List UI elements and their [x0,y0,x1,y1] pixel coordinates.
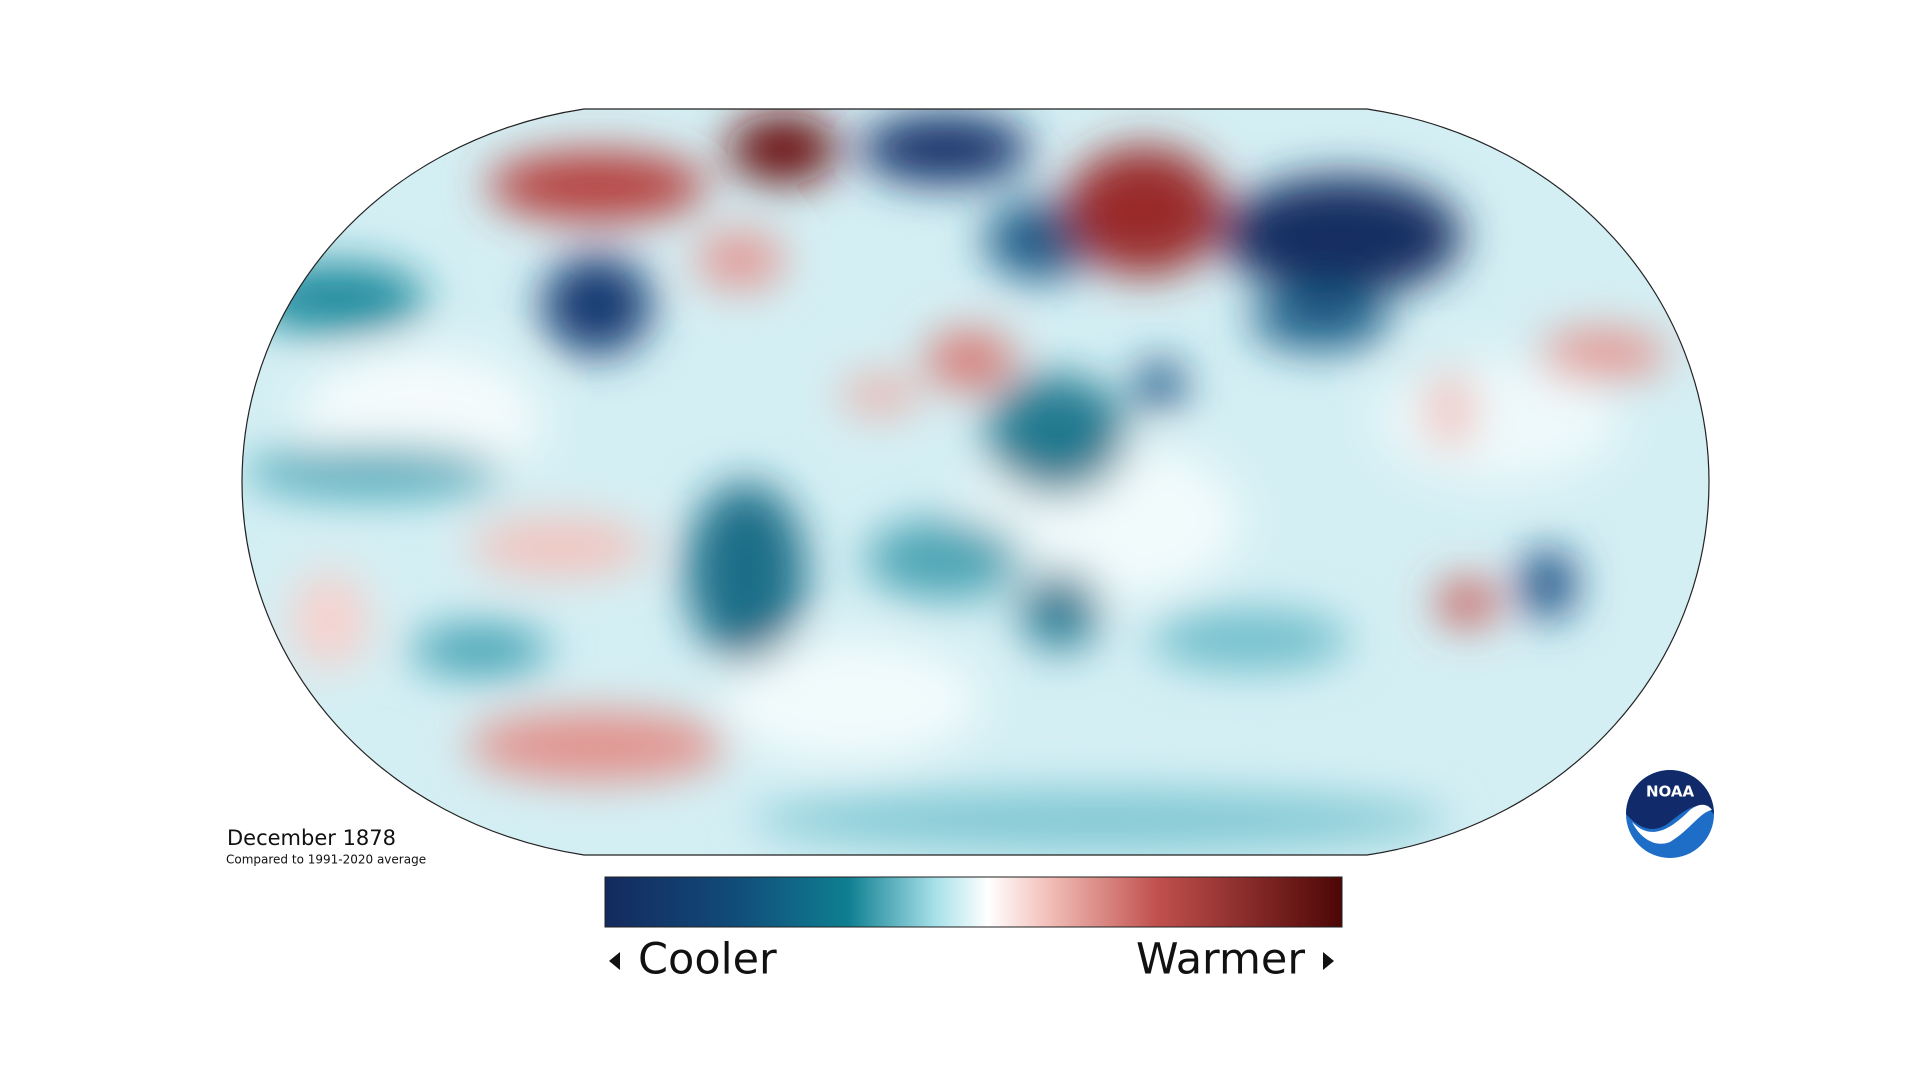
map-title: December 1878 [227,826,396,850]
map-outline [241,108,1710,856]
color-bar [604,876,1343,928]
arrow-right [1323,952,1334,970]
anomaly-map [242,109,1709,855]
logo-text: NOAA [1646,783,1695,801]
logo-top [1626,770,1714,829]
arrow-left [609,952,620,970]
noaa-logo: NOAA [1626,770,1714,858]
map-subtitle: Compared to 1991-2020 average [226,853,426,867]
logo-gull [1632,804,1712,844]
legend-low: Cooler [638,935,777,985]
legend-high: Warmer [1136,935,1305,985]
